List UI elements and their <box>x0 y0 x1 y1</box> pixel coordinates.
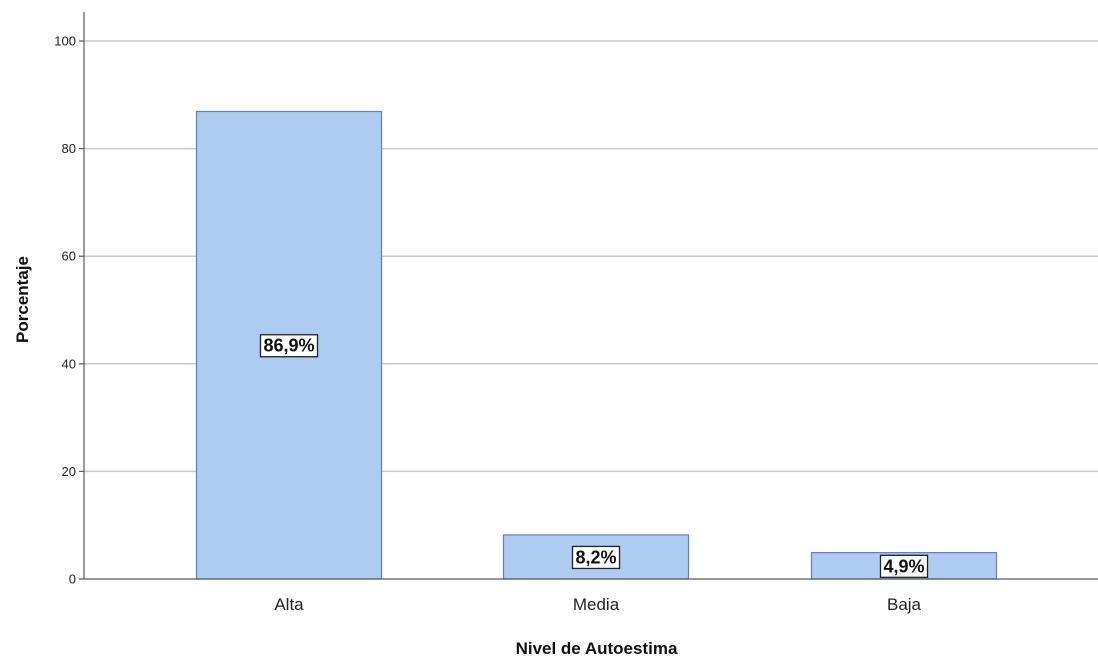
data-label-text: 8,2% <box>575 547 616 567</box>
y-tick-label: 80 <box>62 141 76 156</box>
data-label-box <box>259 334 319 358</box>
x-category-label: Alta <box>274 595 304 614</box>
data-label-text: 86,9% <box>263 336 314 356</box>
x-axis-title: Nivel de Autoestima <box>516 639 678 658</box>
y-tick-label: 0 <box>69 572 76 587</box>
data-label-layer: 86,9% 8,2% 4,9% <box>259 334 929 578</box>
y-tick-label: 100 <box>54 34 76 49</box>
y-tick-label: 20 <box>62 464 76 479</box>
data-label: 8,2% <box>571 545 621 570</box>
data-label: 4,9% <box>879 554 929 578</box>
data-label-text: 4,9% <box>883 556 924 576</box>
y-tick-label: 60 <box>62 249 76 264</box>
y-tick-label: 40 <box>62 356 76 371</box>
x-category-label: Media <box>573 595 620 614</box>
axis-layer: 0 20 40 60 80 100 Alta Media Baja <box>54 12 1098 614</box>
data-label-box <box>571 545 621 570</box>
data-label-box <box>879 554 929 578</box>
y-axis-title: Porcentaje <box>13 256 32 343</box>
x-category-label: Baja <box>887 595 922 614</box>
data-label: 86,9% <box>259 334 319 358</box>
